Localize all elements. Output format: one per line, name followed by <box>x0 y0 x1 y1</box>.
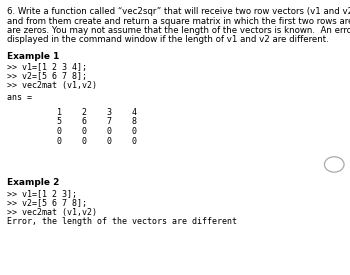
Text: and from them create and return a square matrix in which the first two rows are : and from them create and return a square… <box>7 16 350 26</box>
Text: 0    0    0    0: 0 0 0 0 <box>42 136 137 145</box>
Text: 5    6    7    8: 5 6 7 8 <box>42 117 137 126</box>
Text: 6. Write a function called “vec2sqr” that will receive two row vectors (v1 and v: 6. Write a function called “vec2sqr” tha… <box>7 7 350 16</box>
Text: >> v2=[5 6 7 8];: >> v2=[5 6 7 8]; <box>7 72 87 81</box>
Text: Error, the length of the vectors are different: Error, the length of the vectors are dif… <box>7 217 237 226</box>
Text: >> vec2mat (v1,v2): >> vec2mat (v1,v2) <box>7 208 97 217</box>
Text: 0    0    0    0: 0 0 0 0 <box>42 127 137 136</box>
Text: are zeros. You may not assume that the length of the vectors is known.  An error: are zeros. You may not assume that the l… <box>7 26 350 35</box>
Text: ans =: ans = <box>7 93 32 102</box>
Text: Example 2: Example 2 <box>7 178 60 187</box>
Text: >> v1=[1 2 3];: >> v1=[1 2 3]; <box>7 190 77 199</box>
Text: >> v2=[5 6 7 8];: >> v2=[5 6 7 8]; <box>7 199 87 208</box>
Text: 1    2    3    4: 1 2 3 4 <box>42 108 137 117</box>
Text: >> vec2mat (v1,v2): >> vec2mat (v1,v2) <box>7 81 97 90</box>
Text: Example 1: Example 1 <box>7 52 60 61</box>
Text: >> v1=[1 2 3 4];: >> v1=[1 2 3 4]; <box>7 63 87 72</box>
Text: displayed in the command window if the length of v1 and v2 are different.: displayed in the command window if the l… <box>7 35 329 45</box>
